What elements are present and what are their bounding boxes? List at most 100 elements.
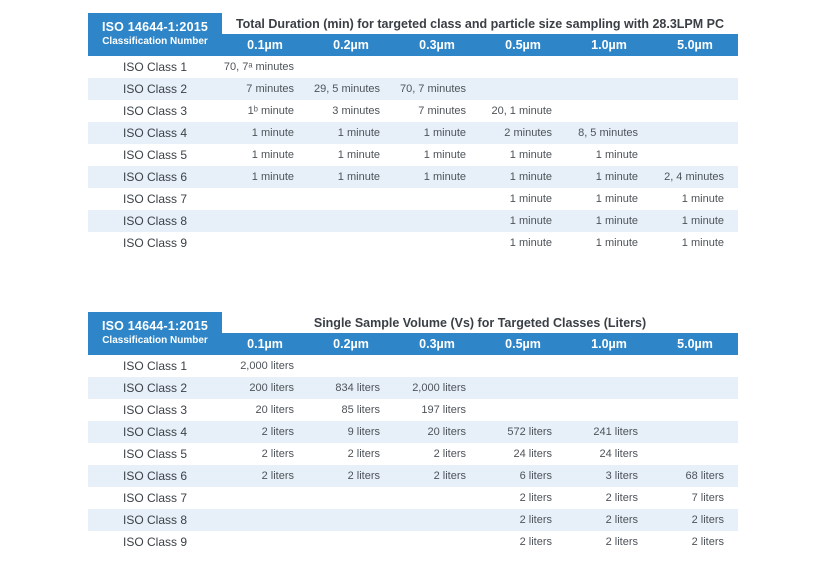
table-row: ISO Class 8 2 liters 2 liters 2 liters [88,509,738,531]
value-cell: 1 minute [595,193,638,205]
value-cell: 20 liters [255,404,294,416]
iso-class-label: ISO Class 7 [122,491,188,505]
particle-size-column-header: 0.5µm [505,38,541,52]
particle-size-column-header: 0.2µm [333,337,369,351]
table-row: ISO Class 7 2 liters 2 liters 7 liters [88,487,738,509]
table-row: ISO Class 1 70, 7ᵃ minutes [88,56,738,78]
particle-size-column-header: 0.1µm [247,337,283,351]
value-cell: 1 minute [423,127,466,139]
particle-size-column-header: 1.0µm [591,337,627,351]
iso-class-label: ISO Class 1 [122,60,188,74]
table-row: ISO Class 4 2 liters 9 liters 20 liters 572 … [88,421,738,443]
value-cell: 20 liters [427,426,466,438]
value-cell: 2 liters [261,470,294,482]
value-cell: 6 liters [519,470,552,482]
table-body: ISO Class 1 70, 7ᵃ minutes ISO Class 2 7 mi… [88,56,738,254]
iso-class-label: ISO Class 8 [122,513,188,527]
value-cell: 2 liters [691,514,724,526]
value-cell: 241 liters [593,426,638,438]
volume-table-header-right: Single Sample Volume (Vs) for Targeted C… [222,312,738,355]
classification-number-label: Classification Number [102,335,208,347]
value-cell: 3 liters [605,470,638,482]
volume-table-header: ISO 14644-1:2015 Classification Number S… [88,312,738,355]
duration-table-header-right: Total Duration (min) for targeted class … [222,13,738,56]
value-cell: 20, 1 minute [491,105,552,117]
table-row: ISO Class 2 7 minutes 29, 5 minutes 70, 7 m… [88,78,738,100]
value-cell: 1 minute [337,127,380,139]
value-cell: 200 liters [249,382,294,394]
iso-standard-label: ISO 14644-1:2015 [101,20,209,35]
value-cell: 2 liters [347,448,380,460]
value-cell: 1 minute [251,127,294,139]
value-cell: 2,000 liters [240,360,294,372]
value-cell: 1 minute [251,171,294,183]
particle-size-column-header: 0.3µm [419,337,455,351]
value-cell: 2 liters [519,536,552,548]
iso-class-label: ISO Class 9 [122,535,188,549]
value-cell: 1 minute [337,149,380,161]
iso-class-label: ISO Class 6 [122,170,188,184]
value-cell: 1ᵇ minute [247,105,294,117]
iso-class-label: ISO Class 3 [122,403,188,417]
value-cell: 8, 5 minutes [578,127,638,139]
duration-table-header: ISO 14644-1:2015 Classification Number T… [88,13,738,56]
table-row: ISO Class 2 200 liters 834 liters 2,000 lit… [88,377,738,399]
table-body: ISO Class 1 2,000 liters ISO Class 2 200 li… [88,355,738,553]
duration-table: ISO 14644-1:2015 Classification Number T… [88,13,738,254]
value-cell: 7 minutes [418,105,466,117]
value-cell: 1 minute [681,237,724,249]
value-cell: 1 minute [595,171,638,183]
duration-table-title: Total Duration (min) for targeted class … [222,13,738,34]
value-cell: 1 minute [509,171,552,183]
table-row: ISO Class 8 1 minute 1 minute 1 minute [88,210,738,232]
table-row: ISO Class 5 1 minute 1 minute 1 minute 1 min… [88,144,738,166]
value-cell: 1 minute [681,193,724,205]
value-cell: 2,000 liters [412,382,466,394]
value-cell: 2 liters [605,536,638,548]
particle-size-column-header: 0.2µm [333,38,369,52]
classification-number-label: Classification Number [102,36,208,48]
table-row: ISO Class 6 1 minute 1 minute 1 minute 1 min… [88,166,738,188]
value-cell: 2 liters [433,448,466,460]
iso-class-label: ISO Class 4 [122,425,188,439]
particle-size-column-header: 0.1µm [247,38,283,52]
value-cell: 2 liters [519,492,552,504]
column-headers: 0.1µm 0.2µm 0.3µm 0.5µm 1.0µm 5.0µm [222,333,738,355]
value-cell: 68 liters [685,470,724,482]
value-cell: 1 minute [423,171,466,183]
value-cell: 1 minute [681,215,724,227]
table-row: ISO Class 4 1 minute 1 minute 1 minute 2 min… [88,122,738,144]
table-row: ISO Class 9 1 minute 1 minute 1 minute [88,232,738,254]
value-cell: 9 liters [347,426,380,438]
iso-class-label: ISO Class 2 [122,82,188,96]
value-cell: 2 liters [261,426,294,438]
iso-class-label: ISO Class 5 [122,447,188,461]
iso-class-label: ISO Class 2 [122,381,188,395]
iso-class-label: ISO Class 4 [122,126,188,140]
volume-table: ISO 14644-1:2015 Classification Number S… [88,312,738,553]
particle-size-column-header: 1.0µm [591,38,627,52]
iso-class-label: ISO Class 6 [122,469,188,483]
value-cell: 70, 7 minutes [399,83,466,95]
value-cell: 85 liters [341,404,380,416]
value-cell: 1 minute [509,215,552,227]
iso-standard-badge: ISO 14644-1:2015 Classification Number [88,312,222,355]
value-cell: 2 liters [605,492,638,504]
column-headers: 0.1µm 0.2µm 0.3µm 0.5µm 1.0µm 5.0µm [222,34,738,56]
value-cell: 29, 5 minutes [313,83,380,95]
value-cell: 2, 4 minutes [664,171,724,183]
value-cell: 2 liters [519,514,552,526]
value-cell: 1 minute [595,215,638,227]
iso-class-label: ISO Class 1 [122,359,188,373]
value-cell: 1 minute [423,149,466,161]
iso-class-label: ISO Class 8 [122,214,188,228]
value-cell: 7 liters [691,492,724,504]
value-cell: 2 liters [691,536,724,548]
value-cell: 572 liters [507,426,552,438]
value-cell: 197 liters [421,404,466,416]
value-cell: 1 minute [595,237,638,249]
value-cell: 2 liters [433,470,466,482]
table-row: ISO Class 5 2 liters 2 liters 2 liters 24 li… [88,443,738,465]
value-cell: 2 liters [605,514,638,526]
